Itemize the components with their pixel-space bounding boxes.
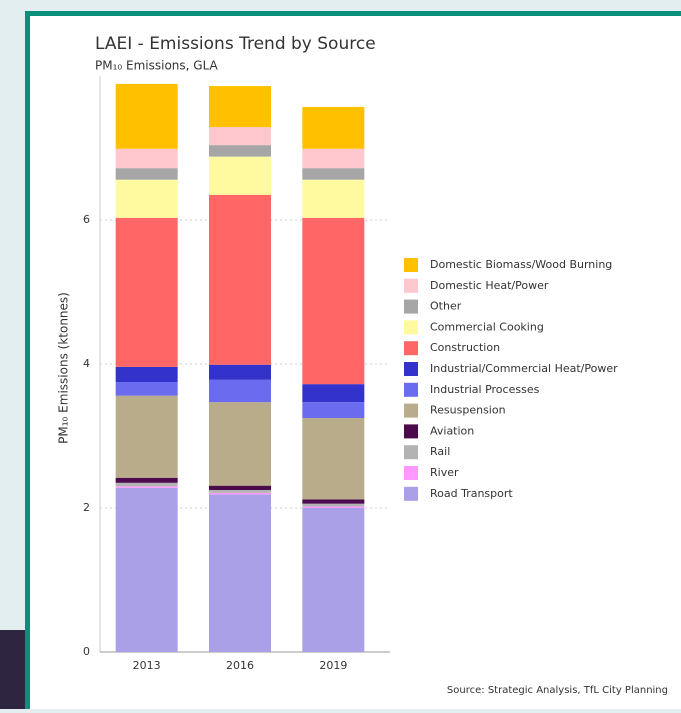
bar-segment (302, 218, 364, 384)
legend-label: Industrial/Commercial Heat/Power (430, 362, 618, 375)
source-note: Source: Strategic Analysis, TfL City Pla… (447, 685, 668, 696)
bar-segment (116, 486, 178, 487)
bar-segment (209, 490, 271, 493)
bar-segment (116, 478, 178, 483)
x-tick-label: 2019 (319, 659, 347, 672)
legend-label: Domestic Biomass/Wood Burning (430, 258, 612, 271)
legend-label: Resuspension (430, 404, 506, 417)
bar-segment (116, 396, 178, 478)
bar-segment (209, 494, 271, 652)
bar-segment (209, 365, 271, 380)
bar-segment (116, 180, 178, 218)
bar-segment (209, 402, 271, 486)
bar-segment (116, 367, 178, 382)
bar-segment (116, 84, 178, 149)
legend-swatch (404, 258, 418, 272)
x-tick-label: 2013 (133, 659, 161, 672)
legend-label: Construction (430, 341, 500, 354)
legend-label: Other (430, 300, 462, 313)
legend-swatch (404, 383, 418, 397)
bar-segment (302, 107, 364, 149)
legend-swatch (404, 362, 418, 376)
bar-segment (116, 488, 178, 652)
bar-segment (209, 127, 271, 145)
legend-swatch (404, 466, 418, 480)
legend-swatch (404, 341, 418, 355)
bar-segment (116, 483, 178, 487)
legend-swatch (404, 487, 418, 501)
bar-segment (116, 382, 178, 396)
y-tick-label: 0 (83, 645, 90, 658)
bar-segment (209, 195, 271, 365)
bar-segment (302, 499, 364, 503)
bar-segment (302, 180, 364, 218)
bar-segment (116, 218, 178, 367)
bar-segment (116, 149, 178, 168)
legend-label: Commercial Cooking (430, 320, 544, 333)
legend-label: River (430, 466, 459, 479)
chart-subtitle: PM₁₀ Emissions, GLA (95, 59, 219, 73)
bar-segment (302, 168, 364, 180)
bar-segment (302, 418, 364, 499)
bar-segment (209, 493, 271, 494)
bar-segment (209, 86, 271, 127)
bar-segment (302, 507, 364, 508)
y-tick-label: 6 (83, 213, 90, 226)
legend-label: Domestic Heat/Power (430, 279, 549, 292)
legend-swatch (404, 404, 418, 418)
bar-segment (302, 402, 364, 418)
bar-segment (302, 149, 364, 168)
legend-swatch (404, 424, 418, 438)
bar-segment (302, 384, 364, 402)
legend-label: Rail (430, 445, 450, 458)
legend-swatch (404, 300, 418, 314)
legend-swatch (404, 320, 418, 334)
bar-segment (209, 380, 271, 402)
legend-swatch (404, 279, 418, 293)
legend-label: Road Transport (430, 487, 513, 500)
bar-segment (209, 486, 271, 490)
legend-label: Industrial Processes (430, 383, 540, 396)
bar-segment (302, 508, 364, 652)
chart-title: LAEI - Emissions Trend by Source (95, 34, 376, 54)
y-axis-label: PM₁₀ Emissions (ktonnes) (57, 292, 71, 444)
bar-segment (302, 504, 364, 507)
x-tick-label: 2016 (226, 659, 254, 672)
corner-block (0, 630, 26, 709)
bar-segment (209, 145, 271, 157)
bar-segment (209, 157, 271, 195)
legend-label: Aviation (430, 424, 474, 437)
y-tick-label: 2 (83, 501, 90, 514)
bar-segment (116, 168, 178, 180)
legend-swatch (404, 445, 418, 459)
y-tick-label: 4 (83, 357, 90, 370)
